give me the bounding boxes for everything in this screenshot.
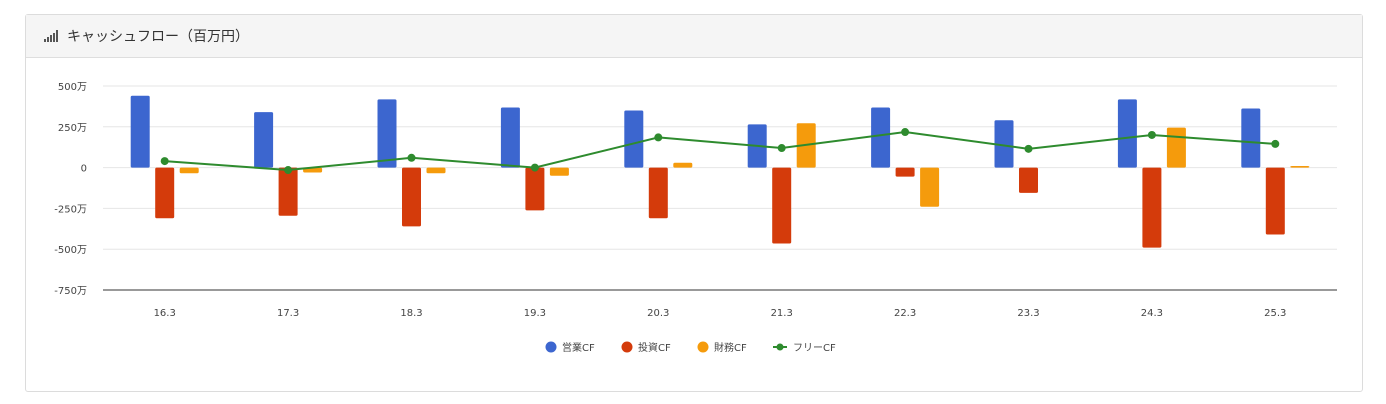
x-tick-label: 21.3 bbox=[771, 308, 793, 319]
bar-財務CF bbox=[1290, 165, 1310, 168]
bar-営業CF bbox=[1117, 99, 1137, 168]
x-tick-label: 17.3 bbox=[277, 308, 299, 319]
x-tick-label: 24.3 bbox=[1141, 308, 1163, 319]
point-free-cf bbox=[1271, 139, 1280, 148]
legend-label: 財務CF bbox=[714, 341, 747, 354]
line-free-cf bbox=[164, 131, 1276, 172]
bar-財務CF bbox=[179, 167, 199, 174]
point-free-cf bbox=[901, 128, 910, 137]
bar-営業CF bbox=[1241, 108, 1261, 168]
bar-営業CF bbox=[871, 107, 891, 168]
x-tick-label: 23.3 bbox=[1017, 308, 1039, 319]
legend-point-swatch bbox=[776, 343, 784, 351]
bar-営業CF bbox=[130, 95, 150, 168]
point-free-cf bbox=[1147, 130, 1156, 139]
bar-投資CF bbox=[648, 167, 668, 219]
bar-営業CF bbox=[994, 120, 1014, 168]
legend-swatch bbox=[697, 341, 709, 353]
bar-財務CF bbox=[673, 162, 693, 168]
panel-title: キャッシュフロー（百万円） bbox=[67, 29, 249, 45]
bar-投資CF bbox=[525, 167, 545, 211]
y-tick-label: -750万 bbox=[54, 286, 87, 297]
bar-投資CF bbox=[772, 167, 792, 244]
point-free-cf bbox=[1024, 144, 1033, 153]
legend-label: フリーCF bbox=[793, 343, 836, 354]
bar-財務CF bbox=[426, 167, 446, 174]
bar-営業CF bbox=[500, 107, 520, 168]
bar-営業CF bbox=[254, 112, 274, 168]
chart-area: 500万 250万 0 -250万 -500万 -750万 16.3 17.3 18.3 19.3… bbox=[26, 58, 1362, 391]
bar-signal-icon bbox=[44, 27, 61, 46]
point-free-cf bbox=[160, 157, 169, 166]
point-free-cf bbox=[284, 166, 293, 175]
point-free-cf bbox=[654, 133, 663, 142]
legend-swatch bbox=[545, 341, 557, 353]
bar-財務CF bbox=[920, 167, 940, 207]
legend-label: 営業CF bbox=[562, 341, 595, 354]
point-free-cf bbox=[777, 144, 786, 153]
legend-swatch bbox=[621, 341, 633, 353]
panel-header: キャッシュフロー（百万円） bbox=[26, 15, 1362, 58]
bar-投資CF bbox=[895, 167, 915, 177]
cashflow-chart: 500万 250万 0 -250万 -500万 -750万 16.3 17.3 18.3 19.3… bbox=[54, 82, 1337, 354]
cashflow-panel: キャッシュフロー（百万円） 500万 250万 0 -250万 -500万 -750万 16… bbox=[25, 14, 1363, 392]
y-tick-label: 0 bbox=[81, 164, 87, 175]
bar-投資CF bbox=[402, 167, 421, 227]
bar-投資CF bbox=[155, 167, 175, 219]
y-tick-label: 500万 bbox=[58, 82, 87, 93]
y-tick-label: -250万 bbox=[54, 204, 87, 215]
x-tick-label: 19.3 bbox=[524, 308, 546, 319]
bar-投資CF bbox=[1142, 167, 1162, 248]
bar-営業CF bbox=[377, 99, 397, 168]
bar-財務CF bbox=[1166, 127, 1186, 168]
point-free-cf bbox=[530, 163, 539, 172]
x-tick-label: 16.3 bbox=[154, 308, 176, 319]
y-tick-label: 250万 bbox=[58, 123, 87, 134]
bar-投資CF bbox=[1019, 167, 1038, 193]
bar-投資CF bbox=[278, 167, 298, 216]
point-free-cf bbox=[407, 153, 416, 162]
bar-投資CF bbox=[1265, 167, 1285, 235]
bar-営業CF bbox=[624, 110, 644, 168]
x-tick-label: 20.3 bbox=[647, 308, 669, 319]
bar-財務CF bbox=[549, 167, 569, 176]
y-tick-label: -500万 bbox=[54, 245, 87, 256]
x-tick-label: 22.3 bbox=[894, 308, 916, 319]
x-tick-label: 18.3 bbox=[400, 308, 422, 319]
legend-label: 投資CF bbox=[638, 341, 671, 354]
x-tick-label: 25.3 bbox=[1264, 308, 1286, 319]
